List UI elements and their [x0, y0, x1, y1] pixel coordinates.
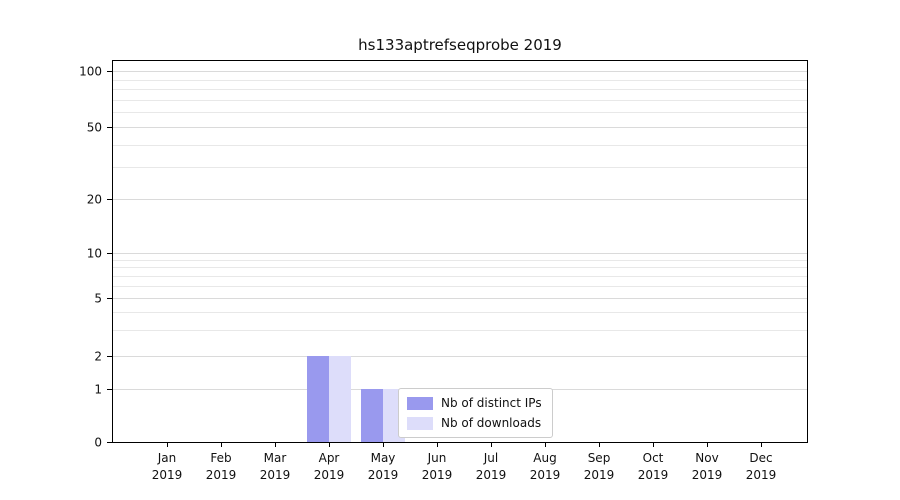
- svg-text:2019: 2019: [476, 468, 507, 482]
- svg-text:Jan: Jan: [157, 451, 177, 465]
- svg-text:Feb: Feb: [210, 451, 231, 465]
- svg-text:0: 0: [94, 436, 102, 450]
- svg-text:10: 10: [87, 247, 102, 261]
- svg-text:2019: 2019: [584, 468, 615, 482]
- svg-text:Apr: Apr: [319, 451, 340, 465]
- svg-text:2019: 2019: [260, 468, 291, 482]
- svg-text:2019: 2019: [368, 468, 399, 482]
- legend: Nb of distinct IPs Nb of downloads: [398, 388, 553, 438]
- svg-text:2019: 2019: [692, 468, 723, 482]
- svg-text:20: 20: [87, 193, 102, 207]
- legend-item-distinct-ips: Nb of distinct IPs: [407, 396, 542, 410]
- legend-swatch-distinct-ips: [407, 396, 433, 410]
- svg-text:2: 2: [94, 350, 102, 364]
- svg-text:Oct: Oct: [643, 451, 664, 465]
- svg-text:May: May: [371, 451, 396, 465]
- svg-text:2019: 2019: [314, 468, 345, 482]
- svg-text:2019: 2019: [530, 468, 561, 482]
- svg-text:Jun: Jun: [427, 451, 447, 465]
- svg-text:Sep: Sep: [588, 451, 611, 465]
- svg-text:Nov: Nov: [695, 451, 718, 465]
- bar-nb-of-downloads-apr: [329, 356, 351, 442]
- svg-text:Jul: Jul: [483, 451, 498, 465]
- svg-text:2019: 2019: [746, 468, 777, 482]
- bar-nb-of-distinct-ips-apr: [307, 356, 329, 442]
- svg-text:100: 100: [79, 65, 102, 79]
- svg-text:5: 5: [94, 292, 102, 306]
- svg-text:2019: 2019: [422, 468, 453, 482]
- legend-swatch-downloads: [407, 416, 433, 430]
- svg-text:1: 1: [94, 383, 102, 397]
- legend-item-downloads: Nb of downloads: [407, 416, 542, 430]
- svg-text:2019: 2019: [152, 468, 183, 482]
- svg-text:Dec: Dec: [749, 451, 772, 465]
- legend-label-distinct-ips: Nb of distinct IPs: [441, 396, 542, 410]
- svg-text:Mar: Mar: [264, 451, 287, 465]
- svg-text:Aug: Aug: [533, 451, 556, 465]
- bar-nb-of-distinct-ips-may: [361, 389, 383, 442]
- svg-text:2019: 2019: [638, 468, 669, 482]
- svg-text:2019: 2019: [206, 468, 237, 482]
- legend-label-downloads: Nb of downloads: [441, 416, 542, 430]
- svg-text:50: 50: [87, 121, 102, 135]
- chart-title: hs133aptrefseqprobe 2019: [358, 36, 562, 54]
